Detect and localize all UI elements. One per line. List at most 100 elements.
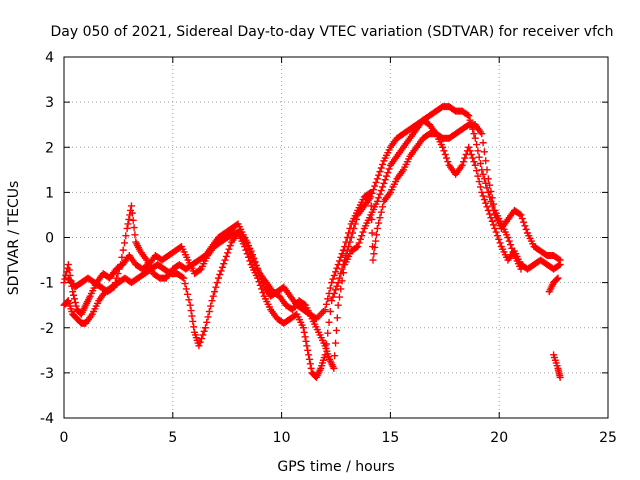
data-point [367, 188, 375, 196]
data-point [467, 150, 475, 158]
data-point [355, 239, 363, 247]
data-point [195, 342, 203, 350]
data-point [493, 232, 501, 240]
data-point [329, 275, 337, 283]
data-point [254, 265, 262, 273]
data-point [332, 326, 340, 334]
data-point [490, 221, 498, 229]
data-point [203, 318, 211, 326]
data-point [372, 231, 380, 239]
data-point [522, 225, 530, 233]
data-point [300, 300, 308, 308]
data-point [440, 147, 448, 155]
data-point [301, 333, 309, 341]
data-point [521, 222, 529, 230]
data-point [122, 232, 130, 240]
data-point [555, 261, 563, 269]
x-tick-label: 20 [490, 430, 508, 446]
x-tick-label: 5 [168, 430, 177, 446]
data-point [335, 257, 343, 265]
data-point [346, 224, 354, 232]
data-point [478, 130, 486, 138]
data-point [385, 165, 393, 173]
data-point [516, 210, 524, 218]
data-point [311, 314, 319, 322]
data-point [368, 229, 376, 237]
data-point [120, 239, 128, 247]
data-point [469, 154, 477, 162]
data-point [354, 243, 362, 251]
data-point [326, 308, 334, 316]
data-point [343, 247, 351, 255]
data-point [324, 295, 332, 303]
data-point [302, 337, 310, 345]
data-point [201, 324, 209, 332]
data-point [60, 279, 68, 287]
data-point [196, 338, 204, 346]
data-point [130, 224, 138, 232]
data-point [377, 187, 385, 195]
data-point [335, 274, 343, 282]
data-point [484, 206, 492, 214]
y-tick-label: -1 [40, 276, 54, 292]
data-point [322, 300, 330, 308]
data-point [242, 246, 250, 254]
data-point [475, 153, 483, 161]
data-point [373, 197, 381, 205]
data-point [379, 183, 387, 191]
y-tick-label: 3 [45, 95, 54, 111]
data-point [377, 164, 385, 172]
data-point [250, 254, 258, 262]
data-point [461, 154, 469, 162]
data-point [211, 288, 219, 296]
data-point [119, 246, 127, 254]
data-point [555, 255, 563, 263]
data-point [226, 242, 234, 250]
data-point [332, 268, 340, 276]
data-point [470, 158, 478, 166]
data-point [496, 239, 504, 247]
data-points [60, 103, 564, 381]
data-point [204, 313, 212, 321]
data-point [70, 291, 78, 299]
data-point [478, 188, 486, 196]
data-point [484, 175, 492, 183]
data-point [480, 196, 488, 204]
data-point [117, 261, 125, 269]
data-point [479, 192, 487, 200]
data-point [480, 148, 488, 156]
data-point [465, 112, 473, 120]
data-point [222, 252, 230, 260]
data-point [127, 202, 135, 210]
data-point [341, 243, 349, 251]
data-point [381, 176, 389, 184]
data-point [334, 279, 342, 287]
data-point [241, 243, 249, 251]
data-point [247, 247, 255, 255]
data-point [110, 283, 118, 291]
data-point [556, 373, 564, 381]
data-point [70, 295, 78, 303]
data-point [487, 214, 495, 222]
data-point [375, 171, 383, 179]
x-tick-label: 0 [60, 430, 69, 446]
data-point [479, 170, 487, 178]
data-point [225, 245, 233, 253]
data-point [332, 339, 340, 347]
grid-layer [64, 57, 608, 418]
data-point [517, 211, 525, 219]
data-point [338, 250, 346, 258]
data-point [198, 335, 206, 343]
data-point [61, 275, 69, 283]
data-point [213, 279, 221, 287]
data-point [556, 261, 564, 269]
data-point [199, 331, 207, 339]
data-point [337, 285, 345, 293]
data-point [371, 243, 379, 251]
data-point [439, 143, 447, 151]
data-point [185, 296, 193, 304]
data-point [476, 159, 484, 167]
data-point [245, 253, 253, 261]
data-point [124, 220, 132, 228]
data-point [330, 364, 338, 372]
